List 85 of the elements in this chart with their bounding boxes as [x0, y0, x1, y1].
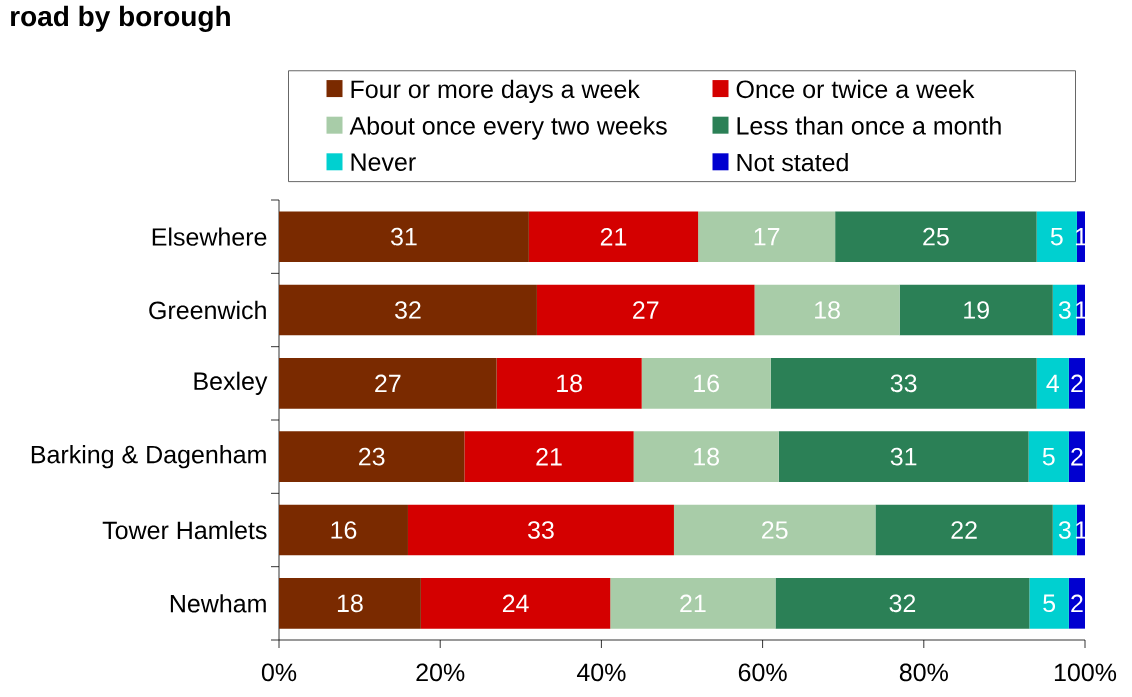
- chart-title: road by borough: [11, 5, 230, 32]
- bar: [536, 284, 755, 336]
- bar: [464, 431, 634, 482]
- bar: [1028, 431, 1069, 482]
- bar: [279, 358, 497, 409]
- data-label: 5: [1042, 447, 1055, 466]
- bar: [407, 504, 674, 556]
- bar: [1052, 284, 1077, 336]
- data-label: 18: [337, 594, 363, 613]
- bar: [778, 431, 1029, 482]
- data-label: 31: [390, 227, 417, 246]
- data-label: 27: [633, 301, 659, 319]
- legend-label: Once or twice a week: [736, 79, 975, 99]
- bar: [775, 578, 1030, 629]
- bar: [528, 211, 699, 262]
- data-label: 19: [964, 301, 989, 319]
- bar: [279, 284, 537, 336]
- bar: [770, 358, 1037, 409]
- y-tick-label: Newham: [170, 594, 266, 613]
- data-label: 18: [694, 447, 719, 466]
- data-label: 2: [1071, 594, 1083, 613]
- y-tick-label: Greenwich: [149, 300, 266, 320]
- bar: [279, 504, 408, 556]
- data-label: 33: [890, 374, 917, 393]
- data-label: 2: [1071, 447, 1083, 466]
- y-tick-label: Tower Hamlets: [102, 520, 267, 540]
- bar: [496, 358, 642, 409]
- bar: [1036, 211, 1077, 262]
- bar: [1068, 578, 1086, 629]
- data-label: 5: [1050, 227, 1063, 246]
- bar: [698, 211, 836, 262]
- bar: [633, 431, 779, 482]
- bar: [899, 284, 1053, 336]
- x-tick-label: 0%: [261, 663, 297, 682]
- legend-label: Four or more days a week: [351, 79, 640, 104]
- legend-label: Never: [351, 153, 416, 171]
- data-label: 27: [375, 374, 401, 393]
- data-label: 18: [557, 374, 582, 393]
- bar: [1052, 504, 1077, 556]
- bar: [641, 358, 771, 409]
- data-label: 25: [923, 227, 949, 246]
- data-label: 17: [754, 228, 780, 246]
- x-tick-label: 80%: [899, 663, 948, 682]
- bar: [420, 578, 611, 629]
- y-tick-label: Barking & Dagenham: [31, 445, 266, 469]
- data-label: 5: [1043, 594, 1056, 613]
- data-label: 21: [600, 227, 627, 246]
- legend-label: Not stated: [737, 153, 848, 172]
- data-label: 16: [331, 521, 357, 539]
- data-label: 33: [528, 521, 554, 539]
- y-tick-label: Elsewhere: [152, 227, 267, 246]
- y-tick-label: Bexley: [194, 371, 268, 395]
- data-label: 18: [815, 301, 840, 319]
- bar: [673, 504, 876, 556]
- data-label: 16: [694, 374, 719, 393]
- bar: [1036, 358, 1069, 409]
- bar: [279, 211, 529, 262]
- data-label: 22: [951, 521, 977, 539]
- bar: [835, 211, 1037, 262]
- x-tick-label: 100%: [1054, 663, 1117, 682]
- bar: [754, 284, 900, 336]
- data-label: 24: [502, 594, 529, 613]
- bar: [279, 431, 465, 482]
- data-label: 25: [762, 521, 788, 539]
- bar: [279, 578, 421, 629]
- x-tick-label: 60%: [738, 663, 787, 682]
- data-label: 3: [1058, 521, 1071, 539]
- bar: [1029, 578, 1069, 629]
- data-label: 2: [1071, 374, 1083, 393]
- data-label: 23: [359, 447, 385, 466]
- bar: [875, 504, 1053, 556]
- data-label: 4: [1046, 374, 1059, 392]
- bar: [1068, 431, 1086, 482]
- legend-label: About once every two weeks: [349, 116, 667, 140]
- bar: [1068, 358, 1086, 409]
- x-tick-label: 40%: [576, 663, 626, 682]
- bar: [610, 578, 776, 629]
- legend-label: Less than once a month: [737, 116, 1001, 135]
- data-label: 32: [889, 594, 916, 613]
- data-label: 21: [680, 594, 706, 613]
- x-tick-label: 20%: [416, 663, 465, 682]
- data-label: 21: [536, 447, 562, 466]
- data-label: 31: [890, 447, 917, 466]
- data-label: 32: [395, 301, 421, 319]
- data-label: 3: [1058, 301, 1071, 319]
